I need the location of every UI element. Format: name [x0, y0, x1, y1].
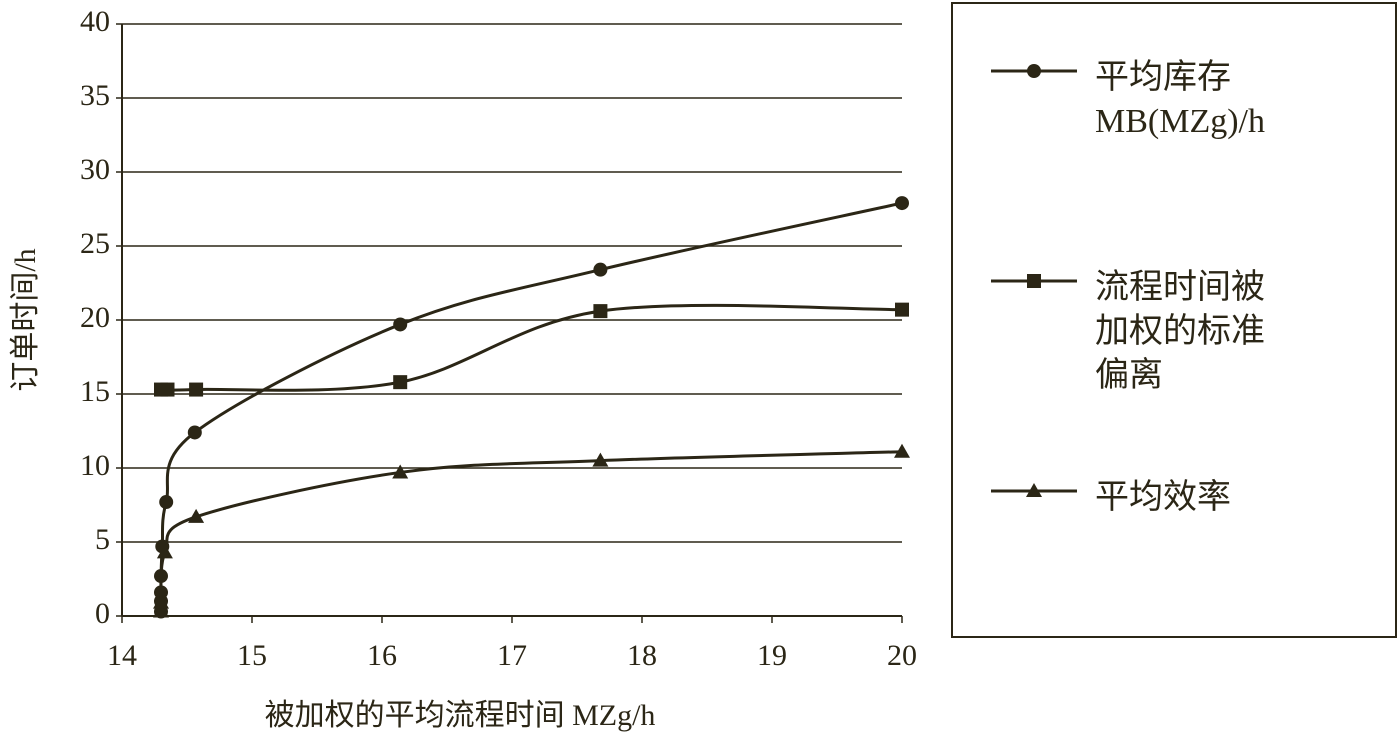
- x-tick-label: 14: [107, 639, 137, 672]
- y-tick-label: 0: [95, 597, 110, 630]
- legend-label: 平均效率: [1095, 479, 1231, 516]
- marker: [895, 196, 909, 211]
- series-line: [159, 201, 903, 612]
- legend-label: 平均库存 MB(MZg)/h: [1095, 59, 1265, 140]
- marker: [592, 452, 609, 467]
- marker: [156, 544, 173, 559]
- x-tick-label: 17: [497, 639, 527, 672]
- marker: [1027, 274, 1041, 288]
- legend-swatch: [991, 274, 1077, 288]
- x-tick-label: 20: [887, 639, 917, 672]
- marker: [392, 464, 409, 479]
- marker: [153, 603, 169, 618]
- marker: [894, 443, 910, 458]
- marker: [1026, 483, 1042, 497]
- marker: [187, 425, 202, 440]
- x-tick-label: 15: [237, 639, 267, 672]
- y-tick-label: 15: [80, 375, 110, 408]
- y-tick-label: 35: [80, 79, 110, 112]
- marker: [593, 262, 608, 277]
- y-tick-label: 10: [80, 449, 110, 482]
- series-line: [160, 303, 903, 392]
- marker: [189, 382, 204, 397]
- x-tick-label: 18: [627, 639, 657, 672]
- marker: [160, 382, 175, 397]
- legend: 平均库存 MB(MZg)/h 流程时间被加权的标准偏离平均效率: [951, 2, 1397, 638]
- marker: [188, 508, 205, 523]
- y-tick-label: 40: [80, 5, 110, 38]
- marker: [159, 495, 174, 510]
- marker: [153, 594, 169, 609]
- y-tick-label: 20: [80, 301, 110, 334]
- marker: [593, 304, 608, 319]
- y-axis-label: 订单时间/h: [9, 248, 42, 391]
- legend-swatch: [991, 483, 1077, 497]
- x-tick-label: 16: [367, 639, 397, 672]
- y-tick-label: 25: [80, 227, 110, 260]
- legend-swatch: [991, 64, 1077, 78]
- chart: 被加权的平均流程时间 MZg/h 订单时间/h 0 5 10 15 20 25 30 35 40…: [9, 5, 917, 732]
- marker: [1027, 64, 1041, 78]
- y-tick-label: 5: [95, 523, 110, 556]
- marker: [895, 302, 909, 317]
- series-line: [159, 450, 903, 612]
- y-tick-label: 30: [80, 153, 110, 186]
- x-axis-label: 被加权的平均流程时间 MZg/h: [265, 699, 656, 732]
- marker: [393, 375, 408, 390]
- marker: [393, 317, 408, 332]
- x-tick-label: 19: [757, 639, 787, 672]
- legend-label: 流程时间被加权的标准偏离: [1095, 269, 1265, 394]
